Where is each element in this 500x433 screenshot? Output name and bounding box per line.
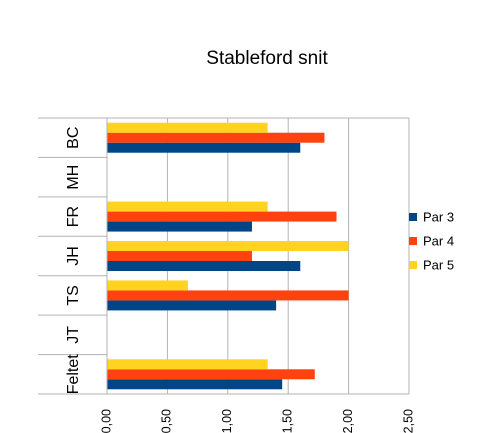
- category-label-jt: JT: [65, 326, 82, 344]
- bar-par-3-jh: [107, 261, 301, 271]
- bar-par-4-feltet: [107, 369, 315, 380]
- category-label-feltet: Feltet: [65, 354, 82, 395]
- bar-par-5-bc: [107, 122, 268, 133]
- category-label-jh: JH: [65, 246, 82, 266]
- legend-label: Par 4: [423, 233, 454, 248]
- chart-title: Stableford snit: [206, 48, 328, 69]
- legend-swatch: [409, 213, 417, 221]
- legend-label: Par 3: [423, 209, 454, 224]
- axes: [38, 117, 108, 395]
- bar-par-3-ts: [107, 300, 277, 311]
- bars: [107, 122, 349, 390]
- bar-par-5-fr: [107, 201, 268, 212]
- x-tick-label: 2,00: [341, 409, 355, 433]
- legend-swatch: [409, 237, 417, 245]
- bar-par-5-feltet: [107, 359, 268, 370]
- grid: [106, 117, 410, 395]
- x-tick-label: 0,00: [99, 409, 113, 433]
- x-tick-label: 1,50: [280, 409, 294, 433]
- x-tick-label: 1,00: [220, 409, 234, 433]
- bar-par-3-bc: [107, 142, 301, 153]
- bar-par-3-feltet: [107, 379, 283, 390]
- bar-par-4-ts: [107, 290, 349, 301]
- legend-label: Par 5: [423, 257, 454, 272]
- bar-par-4-bc: [107, 132, 325, 143]
- category-label-mh: MH: [65, 165, 82, 190]
- legend: Par 3 Par 4 Par 5: [409, 209, 454, 272]
- category-label-ts: TS: [65, 285, 82, 305]
- bar-par-4-jh: [107, 251, 252, 261]
- x-tick-label: 2,50: [401, 409, 415, 433]
- x-tick-labels: 0,00 0,50 1,00 1,50 2,00 2,50: [99, 409, 415, 433]
- x-tick-label: 0,50: [160, 409, 174, 433]
- bar-par-3-fr: [107, 221, 252, 232]
- bar-par-5-ts: [107, 280, 188, 291]
- category-label-bc: BC: [65, 127, 82, 149]
- bar-par-5-jh: [107, 241, 349, 251]
- category-label-fr: FR: [65, 206, 82, 227]
- bar-par-4-fr: [107, 211, 337, 222]
- legend-swatch: [409, 261, 417, 269]
- category-labels: BC MH FR JH TS JT Feltet: [65, 127, 82, 395]
